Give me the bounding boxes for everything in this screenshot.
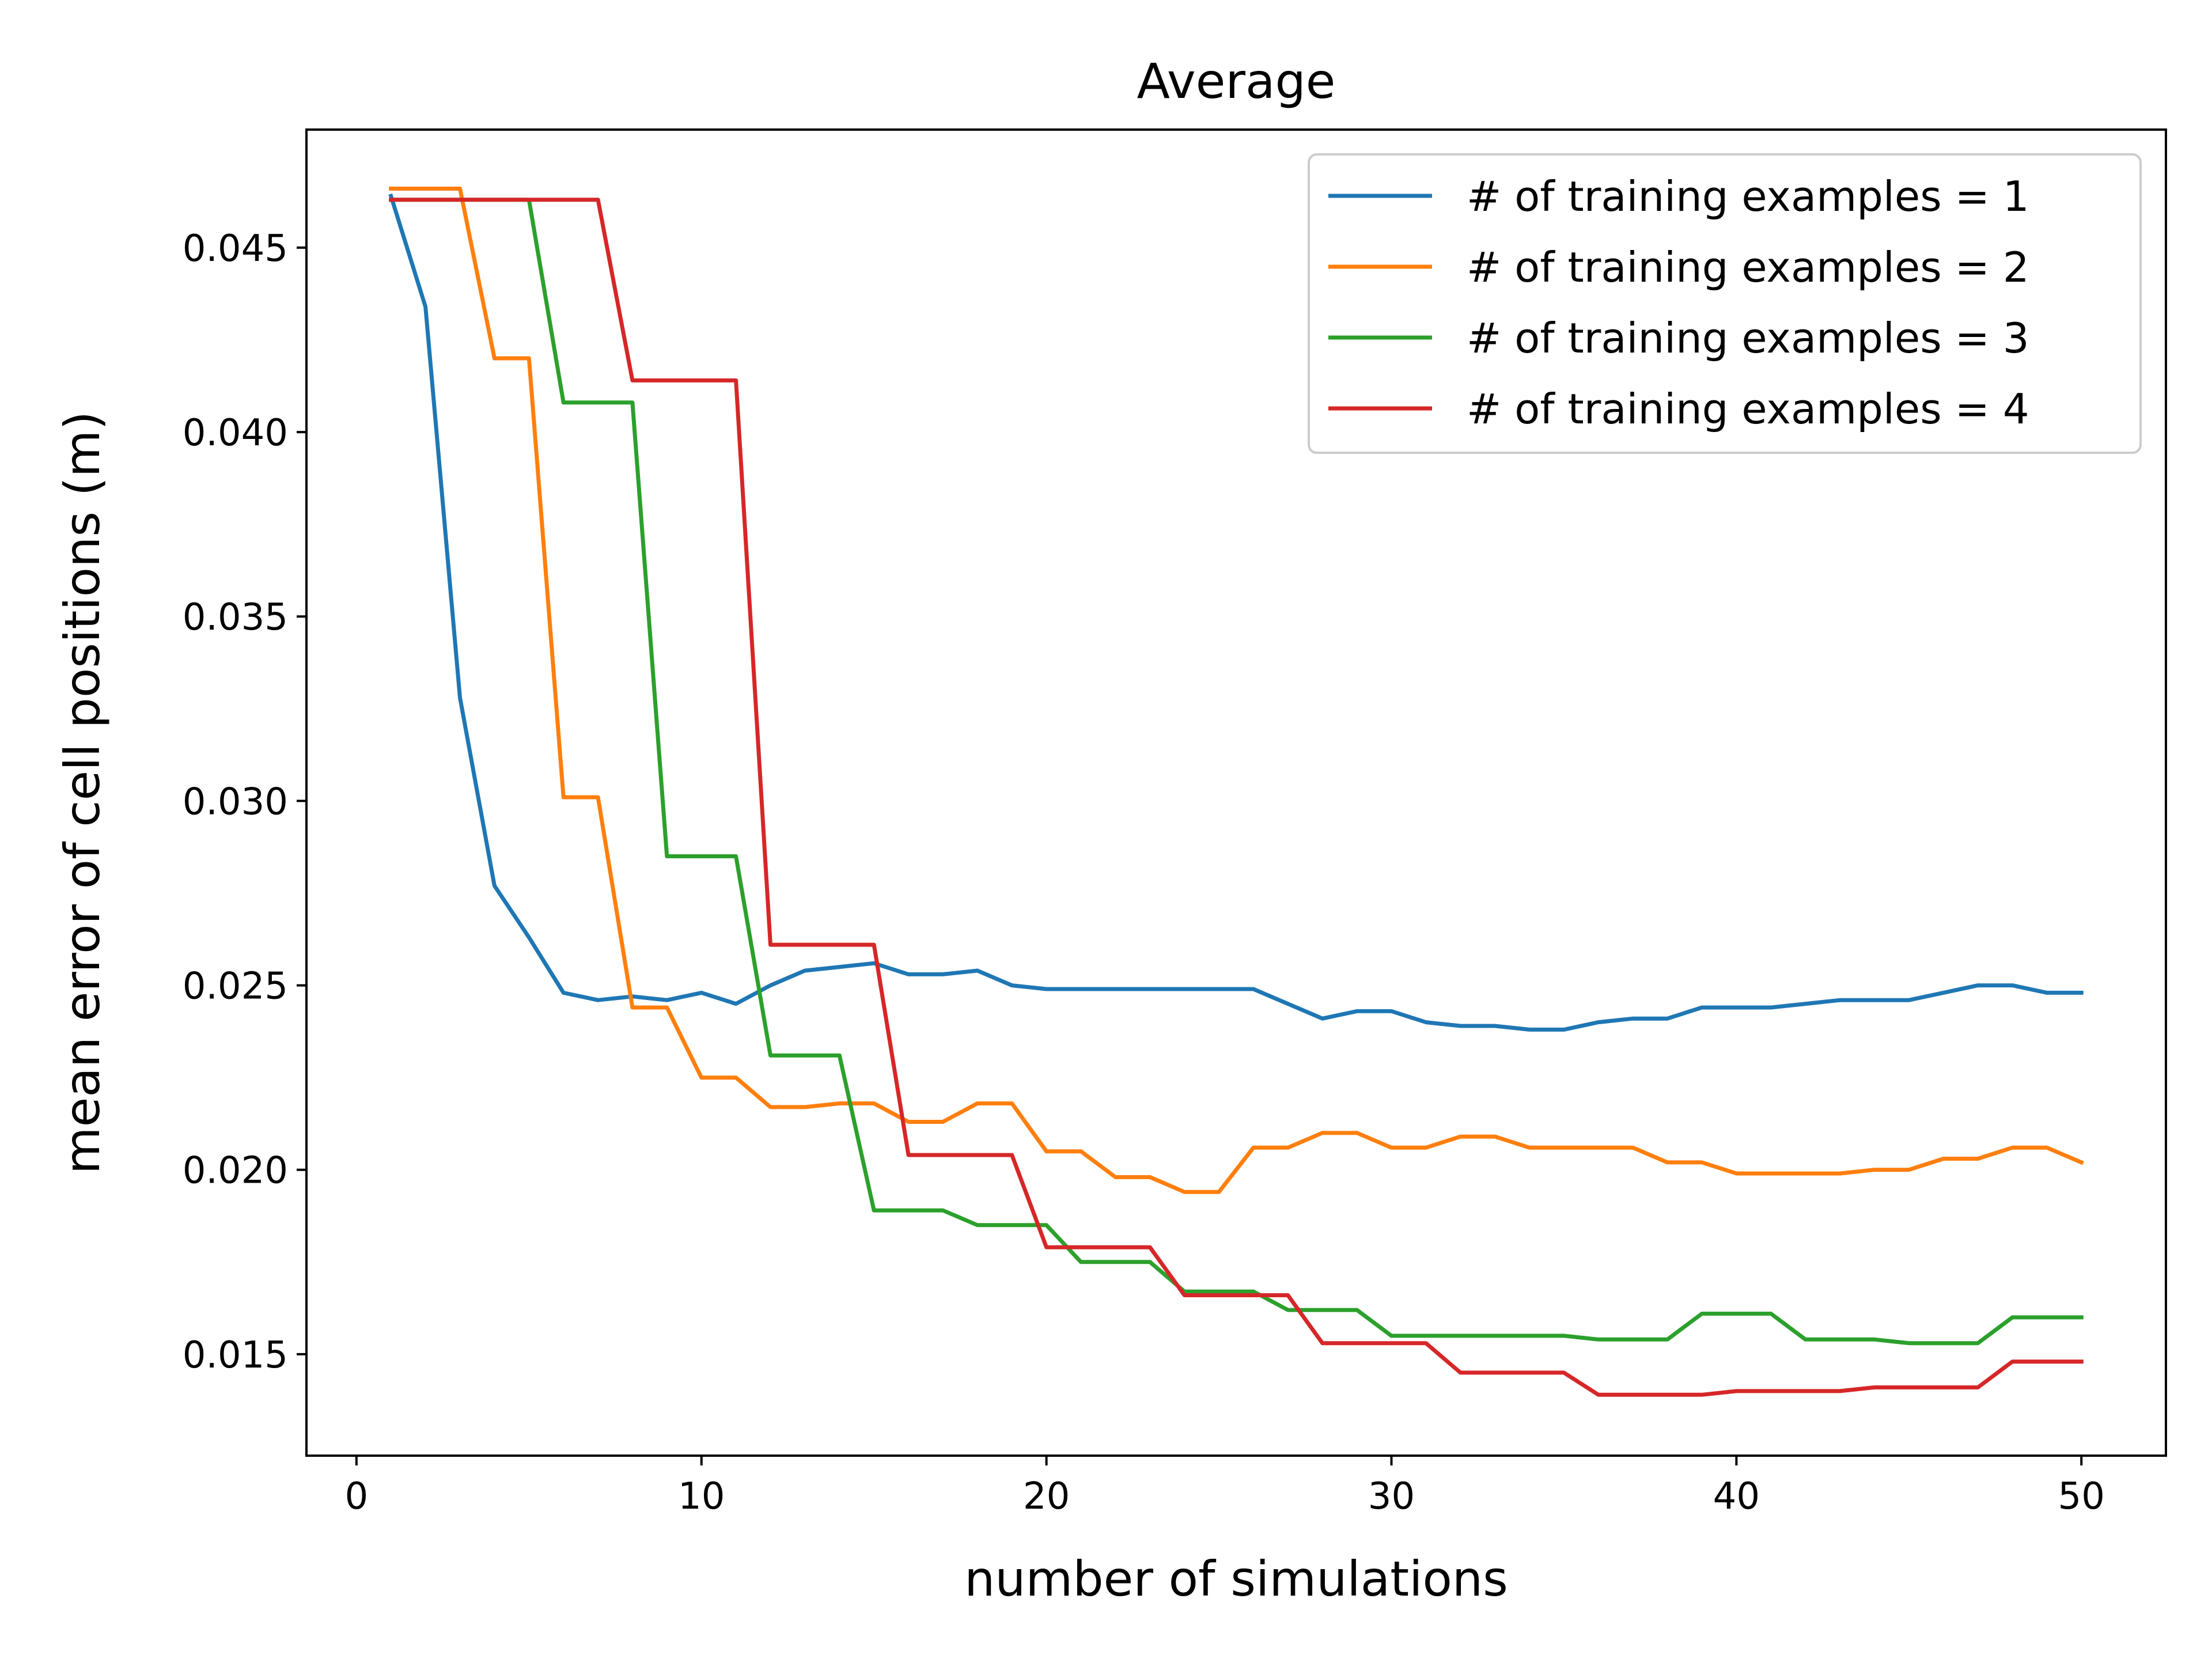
y-tick-label: 0.015 (183, 1334, 288, 1377)
y-axis: 0.015 0.020 0.025 0.030 0.035 0.040 0.045 (183, 228, 306, 1377)
legend-label-4: # of training examples = 4 (1467, 385, 2029, 433)
x-tick-label: 50 (2058, 1475, 2105, 1518)
legend-entries: # of training examples = 1 # of training … (1328, 172, 2029, 433)
x-tick-label: 20 (1023, 1475, 1070, 1518)
series-line-2 (389, 187, 2084, 1194)
x-tick-label: 40 (1713, 1475, 1760, 1518)
y-tick-label: 0.035 (183, 596, 288, 639)
legend-label-3: # of training examples = 3 (1467, 314, 2029, 362)
x-tick-label: 0 (344, 1475, 368, 1518)
legend-frame (1308, 153, 2142, 454)
legend: # of training examples = 1 # of training … (1308, 153, 2142, 454)
legend-label-1: # of training examples = 1 (1467, 172, 2029, 221)
y-tick-label: 0.030 (183, 781, 288, 823)
chart-title: Average (1137, 53, 1336, 109)
y-tick-label: 0.040 (183, 412, 288, 454)
plot-area-frame (305, 128, 2167, 1457)
x-axis: 0 10 20 30 40 50 (344, 1456, 2105, 1518)
x-tick-label: 10 (678, 1475, 725, 1518)
legend-label-2: # of training examples = 2 (1467, 243, 2029, 291)
y-axis-label: mean error of cell positions (m) (54, 411, 111, 1174)
y-tick-label: 0.020 (183, 1150, 288, 1192)
series-layer (388, 187, 2084, 1397)
x-tick-label: 30 (1368, 1475, 1415, 1518)
y-tick-label: 0.025 (183, 965, 288, 1008)
series-line-1 (388, 193, 2084, 1032)
x-axis-label: number of simulations (964, 1551, 1508, 1607)
series-line-3 (389, 198, 2084, 1346)
series-line-4 (389, 198, 2084, 1397)
y-tick-label: 0.045 (183, 228, 288, 270)
